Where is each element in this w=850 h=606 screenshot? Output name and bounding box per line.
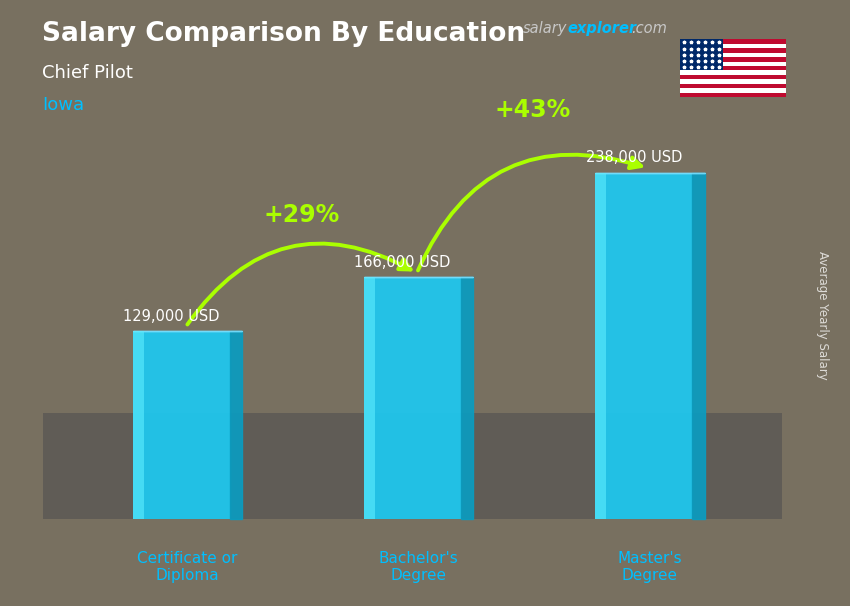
Bar xyxy=(595,173,606,519)
Polygon shape xyxy=(692,173,705,519)
Bar xyxy=(680,48,786,53)
Bar xyxy=(680,44,786,48)
Text: Iowa: Iowa xyxy=(42,96,85,114)
Polygon shape xyxy=(461,278,473,519)
Bar xyxy=(42,413,782,519)
Bar xyxy=(364,278,461,519)
Text: 129,000 USD: 129,000 USD xyxy=(123,309,220,324)
Text: +43%: +43% xyxy=(495,98,570,122)
Text: Bachelor's
Degree: Bachelor's Degree xyxy=(379,551,458,583)
Bar xyxy=(680,39,786,44)
Text: Average Yearly Salary: Average Yearly Salary xyxy=(816,251,829,379)
Bar xyxy=(680,93,786,97)
Text: Salary Comparison By Education: Salary Comparison By Education xyxy=(42,21,525,47)
Text: Certificate or
Diploma: Certificate or Diploma xyxy=(138,551,238,583)
Text: Master's
Degree: Master's Degree xyxy=(617,551,682,583)
Bar xyxy=(133,331,144,519)
Bar xyxy=(364,278,376,519)
Bar xyxy=(680,70,786,75)
Text: Chief Pilot: Chief Pilot xyxy=(42,64,133,82)
Text: 166,000 USD: 166,000 USD xyxy=(354,255,450,270)
Bar xyxy=(680,79,786,84)
Bar xyxy=(680,66,786,70)
Bar xyxy=(680,39,722,70)
Text: explorer: explorer xyxy=(568,21,637,36)
Bar xyxy=(680,88,786,93)
Text: 238,000 USD: 238,000 USD xyxy=(586,150,682,165)
Text: .com: .com xyxy=(632,21,667,36)
Text: +29%: +29% xyxy=(264,203,339,227)
Polygon shape xyxy=(230,331,242,519)
Bar xyxy=(133,331,230,519)
Bar xyxy=(595,173,692,519)
Bar xyxy=(680,53,786,57)
Text: salary: salary xyxy=(523,21,567,36)
Bar xyxy=(680,84,786,88)
Bar xyxy=(680,62,786,66)
Bar xyxy=(680,75,786,79)
Bar xyxy=(680,57,786,62)
